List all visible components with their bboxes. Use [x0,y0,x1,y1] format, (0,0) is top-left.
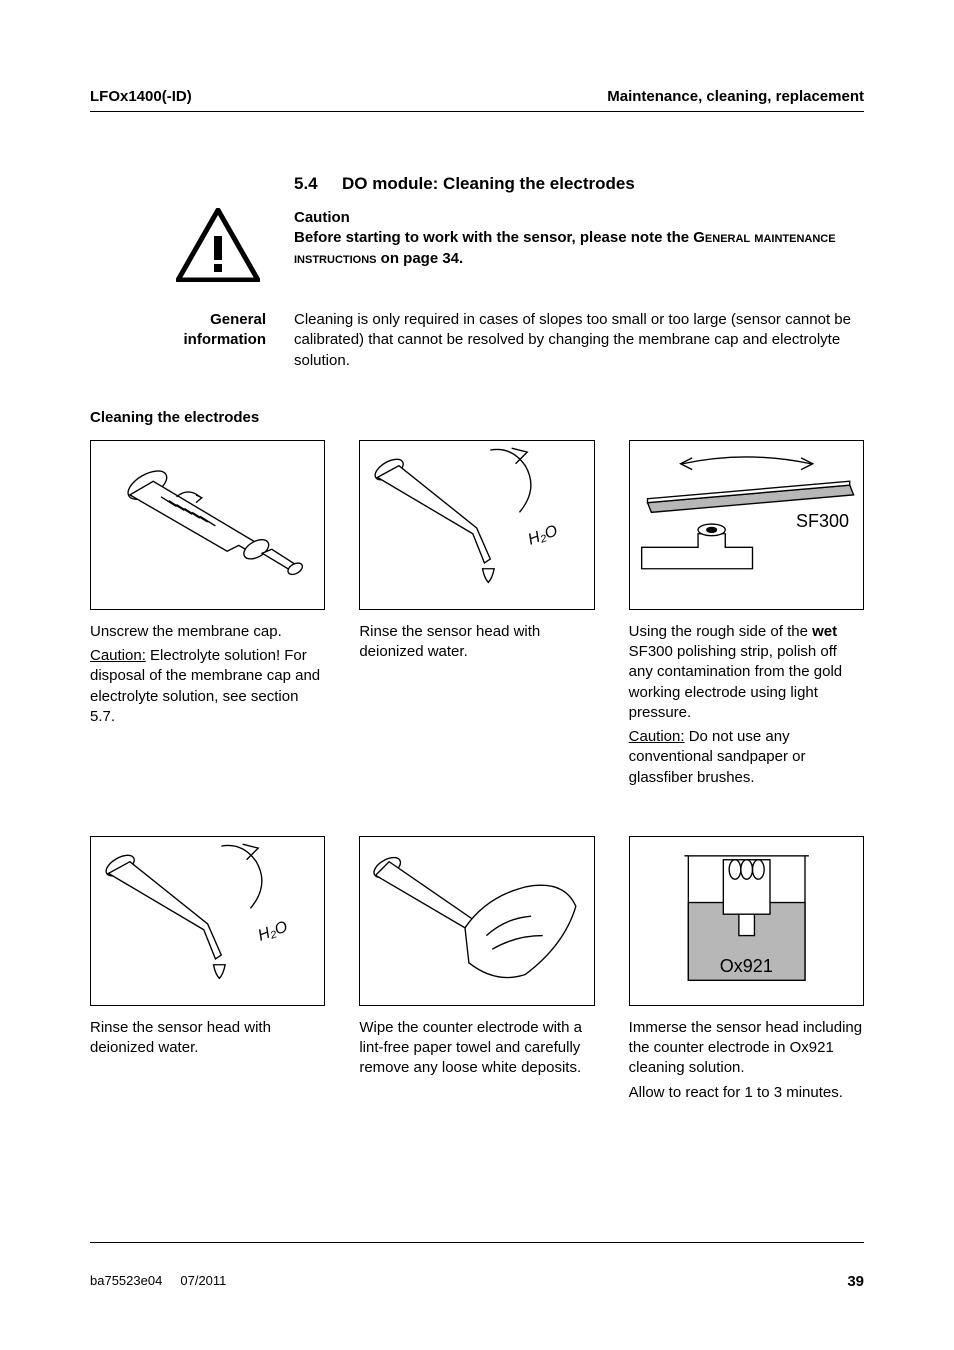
sensor-unscrew-icon [91,441,324,609]
caution-icon-col [90,208,294,282]
caption-wipe: Wipe the counter electrode with a lint-f… [359,1018,594,1079]
figure-row-2: H₂O Rinse the sensor head with deionized… [90,836,864,1107]
figure-immerse: Ox921 [629,836,864,1006]
beaker-icon [630,837,863,1005]
caution-body: Before starting to work with the sensor,… [294,228,864,269]
page: LFOx1400(-ID) Maintenance, cleaning, rep… [0,0,954,1350]
general-text: Cleaning is only required in cases of sl… [294,310,864,371]
section-number: 5.4 [294,174,342,194]
cell-rinse1: H₂O Rinse the sensor head with deionized… [359,440,594,792]
header-rule [90,111,864,112]
footer: ba75523e04 07/2011 39 [90,1242,864,1290]
cell-immerse: Ox921 Immerse the sensor head including … [629,836,864,1107]
cell-wipe: Wipe the counter electrode with a lint-f… [359,836,594,1107]
section-heading: 5.4 DO module: Cleaning the electrodes [294,174,864,194]
caption-immerse: Immerse the sensor head including the co… [629,1018,864,1103]
figure-unscrew [90,440,325,610]
figure-wipe [359,836,594,1006]
caption-unscrew: Unscrew the membrane cap. Caution: Elect… [90,622,325,727]
caption-rinse1: Rinse the sensor head with deionized wat… [359,622,594,663]
caption-rinse2: Rinse the sensor head with deionized wat… [90,1018,325,1059]
warning-triangle-icon [176,208,260,282]
sf300-label: SF300 [796,511,849,532]
rinse-icon [91,837,324,1005]
caution-block: Caution Before starting to work with the… [90,208,864,282]
caption-polish: Using the rough side of the wet SF300 po… [629,622,864,788]
cell-polish: SF300 Using the rough side of the wet SF… [629,440,864,792]
wipe-icon [360,837,593,1005]
figure-row-1: Unscrew the membrane cap. Caution: Elect… [90,440,864,792]
running-header: LFOx1400(-ID) Maintenance, cleaning, rep… [90,88,864,105]
cell-rinse2: H₂O Rinse the sensor head with deionized… [90,836,325,1107]
figure-polish: SF300 [629,440,864,610]
header-right: Maintenance, cleaning, replacement [607,88,864,105]
footer-rule [90,1242,864,1243]
caution-heading: Caution [294,208,864,228]
rinse-icon [360,441,593,609]
page-number: 39 [847,1273,864,1290]
general-info-block: General information Cleaning is only req… [90,310,864,371]
figure-rinse1: H₂O [359,440,594,610]
footer-left: ba75523e04 07/2011 [90,1273,226,1290]
ox921-label: Ox921 [630,956,863,977]
cleaning-subhead: Cleaning the electrodes [90,409,864,426]
cell-unscrew: Unscrew the membrane cap. Caution: Elect… [90,440,325,792]
caution-text: Caution Before starting to work with the… [294,208,864,282]
section-title: DO module: Cleaning the electrodes [342,174,635,194]
header-left: LFOx1400(-ID) [90,88,192,105]
footer-row: ba75523e04 07/2011 39 [90,1273,864,1290]
figure-rinse2: H₂O [90,836,325,1006]
general-label: General information [90,310,294,371]
